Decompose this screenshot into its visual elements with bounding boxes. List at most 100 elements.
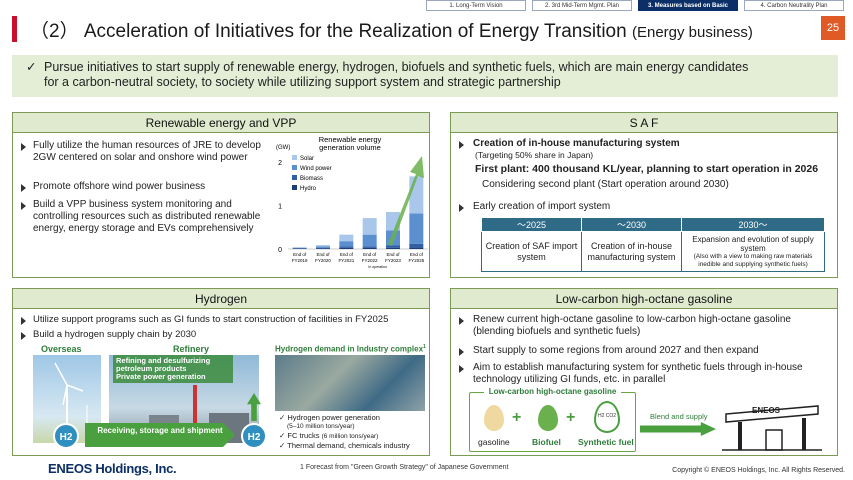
bar-segment-biomass xyxy=(409,243,424,248)
x-tick-label: FY2019 xyxy=(292,258,308,263)
legend-swatch xyxy=(292,165,297,170)
saf-timeline-table: ～2025 ～2030 2030～ Creation of SAF import… xyxy=(481,217,825,272)
tab-mid-term-plan[interactable]: 2. 3rd Mid-Term Mgmt. Plan xyxy=(532,0,632,11)
bar-segment-solar xyxy=(316,245,330,247)
bar-segment-hydro xyxy=(386,247,400,249)
legend-label: Biomass xyxy=(300,176,323,182)
synthetic-drop-icon: H2 CO2 xyxy=(594,401,620,433)
plus-1: + xyxy=(512,409,522,426)
saf-b1-line2: Considering second plant (Start operatio… xyxy=(482,179,729,190)
x-tick-label: FY2020 xyxy=(315,258,331,263)
h2-badge-1: H2 xyxy=(53,423,79,449)
y-tick-label: 2 xyxy=(278,160,282,167)
industry-complex-image xyxy=(275,355,425,411)
renewable-chart: Renewable energy generation volume (GW) … xyxy=(276,135,428,269)
overseas-label: Overseas xyxy=(41,344,82,354)
chart-title-1: Renewable energy xyxy=(319,135,382,144)
x-tick-label: FY2022 xyxy=(362,258,378,263)
demand-title: Hydrogen demand in Industry complex1 xyxy=(275,344,426,354)
tab-measures[interactable]: 3. Measures based on Basic Policy xyxy=(638,0,738,19)
banner-line-2: for a carbon-neutral society, to society… xyxy=(44,75,561,89)
bar-segment-wind-power xyxy=(316,246,330,248)
saf-cell-2: Creation of in-house manufacturing syste… xyxy=(581,231,682,272)
refinery-label: Refinery xyxy=(173,344,210,354)
legend-label: Solar xyxy=(300,156,314,162)
bar-segment-solar xyxy=(409,176,424,214)
chart-annotation: In operation xyxy=(368,265,387,269)
saf-col-2025: ～2025 xyxy=(481,217,582,232)
bar-segment-wind-power xyxy=(362,234,377,247)
saf-col-2030: ～2030 xyxy=(581,217,682,232)
page-number: 25 xyxy=(821,16,845,40)
legend-swatch xyxy=(292,175,297,180)
saf-cell-3: Expansion and evolution of supply system… xyxy=(681,231,825,272)
synthetic-label: Synthetic fuel xyxy=(578,437,634,447)
page-title: （2） Acceleration of Initiatives for the … xyxy=(30,21,753,42)
x-tick-label: End of xyxy=(293,252,307,257)
gasoline-bullet-2: Start supply to some regions from around… xyxy=(473,345,759,356)
renewable-header: Renewable energy and VPP xyxy=(13,113,429,133)
plus-2: + xyxy=(566,409,576,426)
y-tick-label: 1 xyxy=(278,204,282,211)
bar-segment-biomass xyxy=(316,247,330,249)
saf-b1-title: Creation of in-house manufacturing syste… xyxy=(473,138,680,149)
x-tick-label: End of xyxy=(316,252,330,257)
bar-segment-wind-power xyxy=(339,241,354,247)
receiving-arrow: Receiving, storage and shipment xyxy=(85,423,235,447)
bar-segment-wind-power xyxy=(409,213,424,244)
gasoline-drop-icon xyxy=(484,405,504,431)
saf-b2: Early creation of import system xyxy=(473,201,611,212)
nav-tabs: 1. Long-Term Vision 2. 3rd Mid-Term Mgmt… xyxy=(426,0,844,19)
summary-banner: ✓ Pursue initiatives to start supply of … xyxy=(12,55,838,97)
gasoline-bullet-3: Aim to establish manufacturing system fo… xyxy=(473,362,803,385)
copyright: Copyright © ENEOS Holdings, Inc. All Rig… xyxy=(672,467,845,474)
banner-line-1: Pursue initiatives to start supply of re… xyxy=(44,60,749,74)
renewable-bullet-2: Promote offshore wind power business xyxy=(33,181,206,192)
blend-arrow xyxy=(640,422,716,436)
bar-segment-biomass xyxy=(362,246,377,248)
hydrogen-bullet-2: Build a hydrogen supply chain by 2030 xyxy=(33,329,197,340)
company-logo: ENEOS Holdings, Inc. xyxy=(48,461,177,476)
tab-carbon-neutrality[interactable]: 4. Carbon Neutrality Plan xyxy=(744,0,844,11)
bar-segment-solar xyxy=(339,234,354,242)
gasoline-header: Low-carbon high-octane gasoline xyxy=(451,289,837,309)
x-tick-label: FY2023 xyxy=(385,258,401,263)
biofuel-label: Biofuel xyxy=(532,437,561,447)
legend-label: Wind power xyxy=(300,166,332,172)
hydrogen-panel: Hydrogen Utilize support programs such a… xyxy=(12,288,430,456)
blend-box: Low-carbon high-octane gasoline + + H2 C… xyxy=(469,387,636,452)
refinery-notes: Refining and desulfurizing petroleum pro… xyxy=(113,355,233,383)
chart-ylabel: (GW) xyxy=(276,145,290,151)
station-icon: ENEOS xyxy=(722,400,822,452)
renewable-bullet-1: Fully utilize the human resources of JRE… xyxy=(33,140,261,163)
x-tick-label: FY2025 xyxy=(408,258,424,263)
y-tick-label: 0 xyxy=(278,247,282,254)
demand-list: ✓ Hydrogen power generation (5–10 millio… xyxy=(279,413,410,450)
saf-b1-line1: First plant: 400 thousand KL/year, plann… xyxy=(475,163,819,175)
tab-long-term-vision[interactable]: 1. Long-Term Vision xyxy=(426,0,526,11)
x-tick-label: End of xyxy=(386,252,400,257)
saf-cell-1: Creation of SAF import system xyxy=(481,231,582,272)
biofuel-drop-icon xyxy=(538,405,558,431)
x-tick-label: End of xyxy=(340,252,354,257)
renewable-panel: Renewable energy and VPP Fully utilize t… xyxy=(12,112,430,278)
h2-badge-2: H2 xyxy=(241,423,267,449)
bar-segment-hydro xyxy=(409,247,424,249)
saf-b1-sub: (Targeting 50% share in Japan) xyxy=(475,150,594,160)
legend-swatch xyxy=(292,155,297,160)
gasoline-bullet-1: Renew current high-octane gasoline to lo… xyxy=(473,314,791,337)
bar-segment-biomass xyxy=(386,245,400,248)
saf-header: S A F xyxy=(451,113,837,133)
x-tick-label: FY2021 xyxy=(338,258,354,263)
title-accent xyxy=(12,16,17,42)
hydrogen-header: Hydrogen xyxy=(13,289,429,309)
legend-swatch xyxy=(292,185,297,190)
blend-box-title: Low-carbon high-octane gasoline xyxy=(484,387,621,396)
legend-label: Hydro xyxy=(300,186,317,192)
bar-segment-biomass xyxy=(339,246,354,248)
bar-segment-hydro xyxy=(362,247,377,249)
hydrogen-bullet-1: Utilize support programs such as GI fund… xyxy=(33,314,389,325)
footnote: 1 Forecast from "Green Growth Strategy" … xyxy=(300,464,509,471)
saf-col-2030-plus: 2030～ xyxy=(681,217,825,232)
gasoline-label: gasoline xyxy=(478,437,510,447)
